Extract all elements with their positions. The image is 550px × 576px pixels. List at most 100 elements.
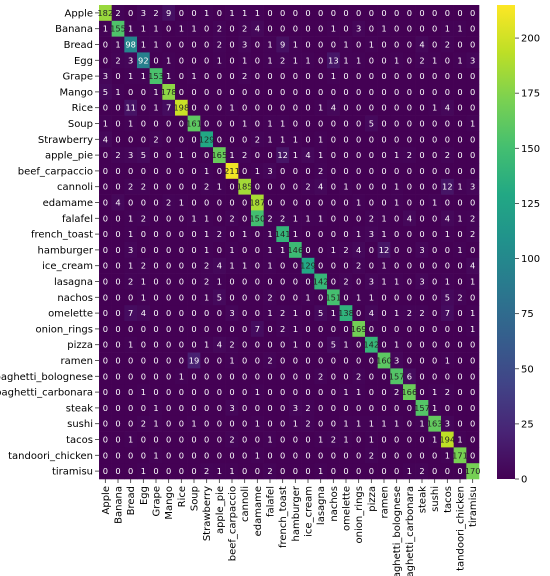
cell-value-label: 0 <box>331 8 336 18</box>
heatmap-cell <box>314 305 328 322</box>
cell-value-label: 138 <box>338 308 354 318</box>
cell-value-label: 0 <box>432 213 437 223</box>
heatmap-cell <box>149 131 163 148</box>
heatmap-cell <box>111 463 125 480</box>
cell-value-label: 0 <box>445 340 450 350</box>
cell-value-label: 0 <box>166 435 171 445</box>
heatmap-cell <box>124 273 138 290</box>
y-axis-tick-label: Banana <box>55 24 93 35</box>
cell-value-label: 0 <box>369 356 374 366</box>
cell-value-label: 2 <box>217 229 222 239</box>
cell-value-label: 1 <box>128 261 133 271</box>
heatmap-cell <box>238 210 252 227</box>
cell-value-label: 1 <box>229 150 234 160</box>
heatmap-cell <box>428 20 442 37</box>
heatmap-cell <box>403 210 416 227</box>
x-axis-tick-label: tandoori_chicken <box>456 486 467 571</box>
heatmap-cell <box>403 305 416 322</box>
cell-value-label: 2 <box>115 150 120 160</box>
heatmap-cell <box>327 289 340 306</box>
cell-value-label: 1 <box>381 277 386 287</box>
colorbar-tick-label: 200 <box>521 34 540 45</box>
cell-value-label: 0 <box>166 466 171 476</box>
heatmap-cell <box>289 52 302 69</box>
cell-value-label: 0 <box>204 103 209 113</box>
cell-value-label: 0 <box>204 450 209 460</box>
heatmap-cell <box>213 36 226 53</box>
heatmap-cell <box>403 194 416 211</box>
heatmap-cell <box>339 431 353 448</box>
heatmap-cell <box>124 36 138 53</box>
cell-value-label: 0 <box>191 150 196 160</box>
cell-value-label: 0 <box>179 435 184 445</box>
cell-value-label: 0 <box>331 150 336 160</box>
cell-value-label: 2 <box>204 182 209 192</box>
cell-value-label: 1 <box>242 8 247 18</box>
cell-value-label: 0 <box>407 245 412 255</box>
heatmap-cell <box>301 226 315 243</box>
heatmap-cell <box>352 226 366 243</box>
heatmap-cell <box>263 400 277 417</box>
cell-value-label: 0 <box>419 387 424 397</box>
heatmap-cell <box>466 178 480 195</box>
cell-value-label: 0 <box>407 450 412 460</box>
cell-value-label: 0 <box>229 119 234 129</box>
cell-value-label: 11 <box>125 103 136 113</box>
colorbar-tick-label: 125 <box>521 199 540 210</box>
cell-value-label: 0 <box>394 87 399 97</box>
heatmap-cell <box>466 463 480 480</box>
heatmap-cell <box>415 115 429 132</box>
heatmap-cell <box>289 368 302 385</box>
heatmap-cell <box>263 289 277 306</box>
heatmap-cell <box>251 5 264 22</box>
cell-value-label: 0 <box>343 8 348 18</box>
heatmap-cell <box>403 52 416 69</box>
cell-value-label: 0 <box>115 261 120 271</box>
heatmap-cell <box>339 20 353 37</box>
heatmap-cell <box>137 115 150 132</box>
heatmap-cell <box>327 194 340 211</box>
cell-value-label: 0 <box>179 308 184 318</box>
cell-value-label: 0 <box>217 198 222 208</box>
heatmap-cell <box>276 84 290 101</box>
cell-value-label: 0 <box>204 150 209 160</box>
heatmap-cell <box>453 336 467 353</box>
heatmap-cell <box>276 5 290 22</box>
cell-value-label: 2 <box>267 466 272 476</box>
cell-value-label: 0 <box>255 245 260 255</box>
heatmap-cell <box>441 5 454 22</box>
heatmap-cell <box>466 115 480 132</box>
cell-value-label: 0 <box>280 261 285 271</box>
cell-value-label: 1 <box>343 419 348 429</box>
heatmap-cell <box>301 447 315 464</box>
heatmap-cell <box>327 163 340 180</box>
cell-value-label: 0 <box>179 261 184 271</box>
heatmap-cell <box>124 384 138 401</box>
heatmap-cell <box>289 384 302 401</box>
heatmap-cell <box>390 273 404 290</box>
heatmap-cell <box>200 115 214 132</box>
heatmap-cell <box>339 257 353 274</box>
heatmap-cell <box>327 226 340 243</box>
cell-value-label: 163 <box>427 419 443 429</box>
heatmap-cell <box>289 226 302 243</box>
heatmap-cell <box>124 52 138 69</box>
cell-value-label: 0 <box>331 419 336 429</box>
heatmap-cell <box>124 321 138 338</box>
cell-value-label: 0 <box>381 40 386 50</box>
heatmap-cell <box>137 20 150 37</box>
heatmap-cell <box>263 36 277 53</box>
heatmap-cell <box>251 210 264 227</box>
heatmap-cell <box>276 273 290 290</box>
cell-value-label: 1 <box>318 466 323 476</box>
heatmap-cell <box>403 368 416 385</box>
cell-value-label: 3 <box>419 245 424 255</box>
heatmap-cell <box>225 68 239 85</box>
cell-value-label: 1 <box>229 356 234 366</box>
heatmap-cell <box>149 400 163 417</box>
cell-value-label: 0 <box>141 356 146 366</box>
cell-value-label: 1 <box>153 40 158 50</box>
cell-value-label: 0 <box>419 324 424 334</box>
cell-value-label: 1 <box>394 150 399 160</box>
heatmap-cell <box>137 447 150 464</box>
